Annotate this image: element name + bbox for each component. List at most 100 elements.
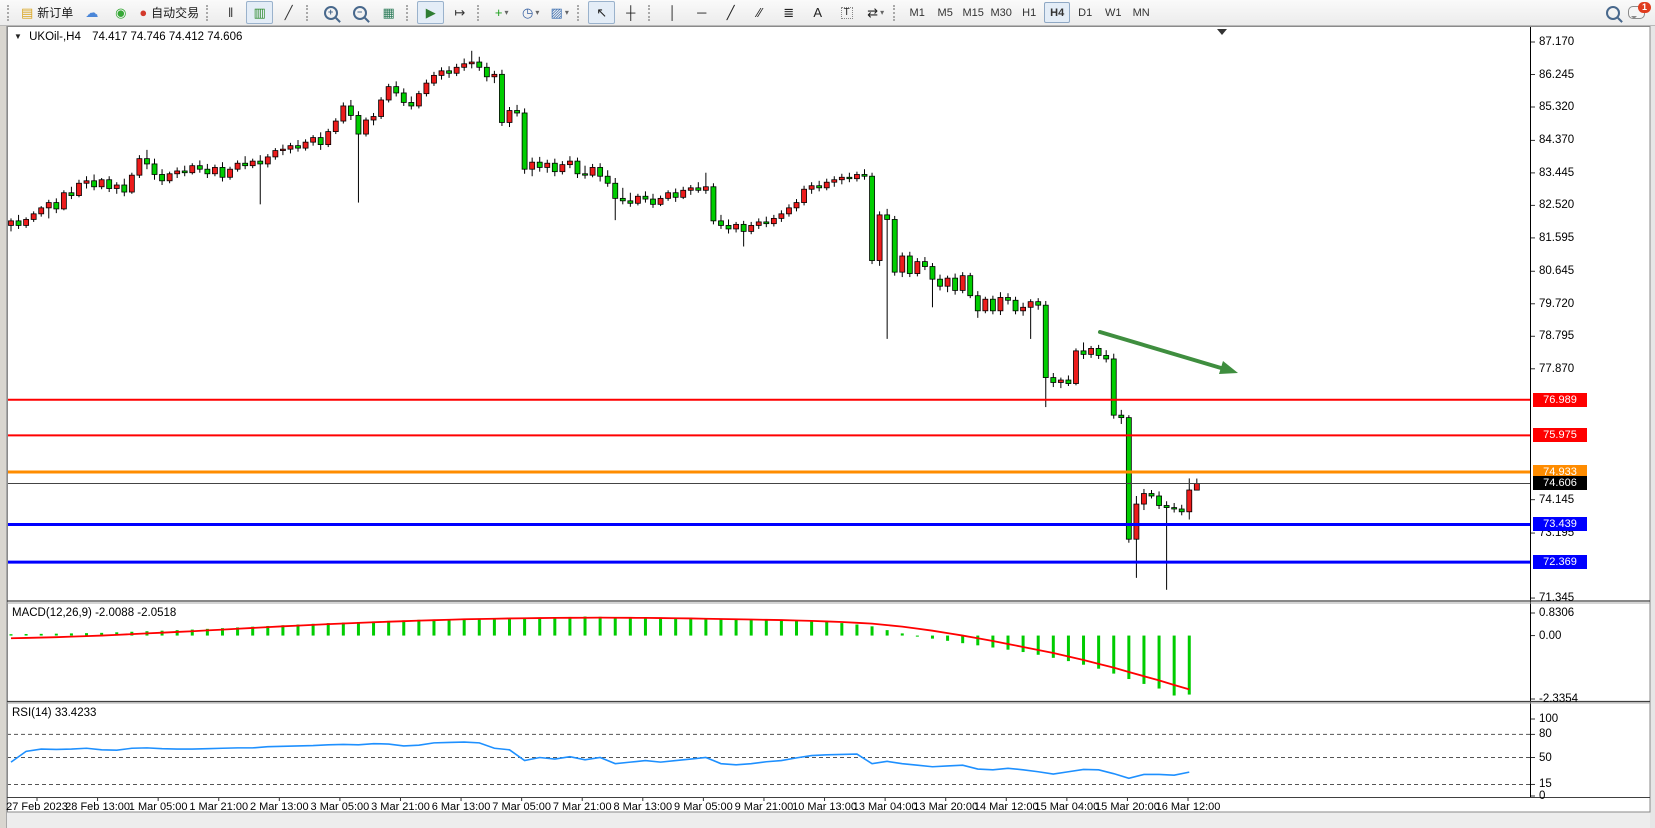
trendline-button[interactable]: ╱ — [717, 1, 744, 24]
arrows-icon: ⇄ — [867, 5, 879, 20]
text-button[interactable]: A — [804, 1, 831, 24]
equidistant-channel-button[interactable]: ⁄⁄ — [746, 1, 773, 24]
candle-body — [1193, 483, 1200, 491]
indicators-button[interactable]: + ▾ — [488, 1, 515, 24]
zoom-in-button[interactable]: + — [317, 1, 344, 24]
timeframe-m1-button[interactable]: M1 — [909, 6, 925, 19]
candle-body — [1163, 505, 1170, 508]
symbol-period-label: UKOil-,H4 — [29, 31, 81, 43]
candle-body — [1171, 507, 1178, 510]
periods-dropdown-icon[interactable]: ▾ — [535, 7, 540, 17]
price-axis-label: 74.145 — [1539, 493, 1575, 506]
time-axis-label: 10 Mar 13:00 — [792, 801, 857, 813]
chart-shift-marker[interactable] — [1217, 29, 1227, 35]
candle-body — [287, 145, 294, 150]
candle-body — [196, 165, 203, 170]
candle-body — [189, 165, 196, 174]
candle-body — [461, 63, 468, 68]
rsi-axis-label: 50 — [1539, 751, 1552, 764]
time-axis-label: 7 Mar 21:00 — [552, 801, 612, 813]
cursor-icon: ↖ — [596, 5, 608, 20]
tile-windows-button[interactable]: ▦ — [375, 1, 402, 24]
candle-body — [1156, 495, 1162, 506]
timeframe-d1-button[interactable]: D1 — [1078, 6, 1093, 19]
candle-body — [128, 174, 135, 193]
candle-body — [91, 180, 97, 188]
rsi-axis-label: 0 — [1539, 790, 1546, 802]
time-axis-label: 16 Mar 12:00 — [1155, 801, 1221, 813]
candle-body — [23, 219, 30, 226]
chart-shift-button[interactable]: ↦ — [446, 1, 473, 24]
chart-bars-button[interactable]: ‖ — [217, 1, 244, 24]
candle-body — [937, 278, 943, 287]
candle-body — [60, 192, 67, 210]
text-label-button[interactable]: T — [833, 1, 860, 24]
symbol-dropdown-icon[interactable]: ▼ — [14, 32, 22, 41]
timeframe-m15-button[interactable]: M15 — [962, 6, 984, 19]
chart-canvas[interactable] — [0, 26, 1655, 828]
time-axis-label: 14 Mar 12:00 — [973, 801, 1039, 813]
arrows-dropdown-icon[interactable]: ▾ — [880, 7, 885, 17]
timeframe-h4-button[interactable]: H4 — [1044, 2, 1071, 23]
candle-body — [400, 92, 407, 103]
auto-trading-button[interactable]: ● 自动交易 — [136, 1, 202, 24]
candle-body — [393, 86, 400, 94]
auto-scroll-button[interactable]: ▶ — [417, 1, 445, 24]
candle-body — [657, 197, 664, 205]
indicators-dropdown-icon[interactable]: ▾ — [504, 7, 509, 17]
candle-body — [680, 189, 687, 198]
cursor-button[interactable]: ↖ — [588, 1, 616, 24]
line-chart-icon: ╱ — [284, 5, 293, 20]
mql-community-button[interactable]: ☁ — [78, 1, 105, 24]
signals-button[interactable]: ◉ — [107, 1, 134, 24]
candle-body — [249, 160, 256, 167]
templates-dropdown-icon[interactable]: ▾ — [564, 7, 569, 17]
chart-title-bar: ▼ UKOil-,H4 74.417 74.746 74.412 74.606 — [14, 31, 242, 43]
chart-candles-button[interactable]: ▥ — [246, 1, 274, 24]
time-axis-label: 8 Mar 13:00 — [613, 801, 673, 813]
candle-body — [778, 213, 785, 219]
chat-bubble-icon[interactable]: 1 — [1628, 2, 1651, 19]
candle-body — [136, 158, 143, 176]
timeframe-w1-button[interactable]: W1 — [1104, 6, 1122, 19]
horizontal-line-button[interactable]: ─ — [688, 1, 715, 24]
candle-body — [438, 70, 445, 76]
vertical-line-icon: │ — [668, 5, 677, 20]
crosshair-button[interactable]: ┼ — [617, 1, 644, 24]
periods-button[interactable]: ◷ ▾ — [517, 1, 544, 24]
toolbar-buttons: ▤ 新订单 ☁ ◉ ● 自动交易 ‖ ▥ ╱ + − ▦ ▶ ↦ + ▾ ◷ ▾ ▨ ▾ ↖ ┼ │ ─ ╱ ⁄⁄ ≣ A T ⇄ ▾ M1 M… — [4, 0, 1606, 25]
time-axis-label: 15 Mar 04:00 — [1034, 801, 1100, 813]
candle-body — [1012, 299, 1019, 312]
left-panel-edge — [0, 26, 7, 828]
vertical-line-button[interactable]: │ — [659, 1, 686, 24]
status-strip — [7, 812, 1650, 828]
candle-body — [347, 105, 354, 116]
timeframe-m30-button[interactable]: M30 — [990, 6, 1012, 19]
candle-body — [665, 192, 672, 199]
timeframe-mn-button[interactable]: MN — [1132, 6, 1150, 19]
horizontal-line-icon: ─ — [697, 5, 707, 20]
price-axis-label: 85.320 — [1539, 101, 1575, 113]
price-level-badge: 74.933 — [1533, 464, 1587, 479]
new-order-button[interactable]: ▤ 新订单 — [18, 1, 76, 24]
candle-body — [483, 66, 490, 78]
price-level-badge: 76.989 — [1533, 392, 1587, 407]
candle-body — [854, 174, 860, 180]
templates-button[interactable]: ▨ ▾ — [546, 1, 573, 24]
fibonacci-button[interactable]: ≣ — [775, 1, 802, 24]
candle-body — [1088, 348, 1094, 355]
candle-body — [612, 182, 619, 199]
chart-shift-icon: ↦ — [454, 5, 466, 20]
candle-body — [786, 207, 792, 215]
search-icon[interactable] — [1606, 5, 1620, 20]
candle-body — [264, 156, 271, 165]
chart-line-button[interactable]: ╱ — [275, 1, 302, 24]
candle-body — [574, 160, 581, 175]
arrows-button[interactable]: ⇄ ▾ — [862, 1, 889, 24]
timeframe-m5-button[interactable]: M5 — [937, 6, 953, 19]
candle-body — [1035, 301, 1042, 306]
timeframe-h1-button[interactable]: H1 — [1022, 6, 1037, 19]
candle-body — [755, 221, 762, 226]
zoom-out-button[interactable]: − — [346, 1, 373, 24]
